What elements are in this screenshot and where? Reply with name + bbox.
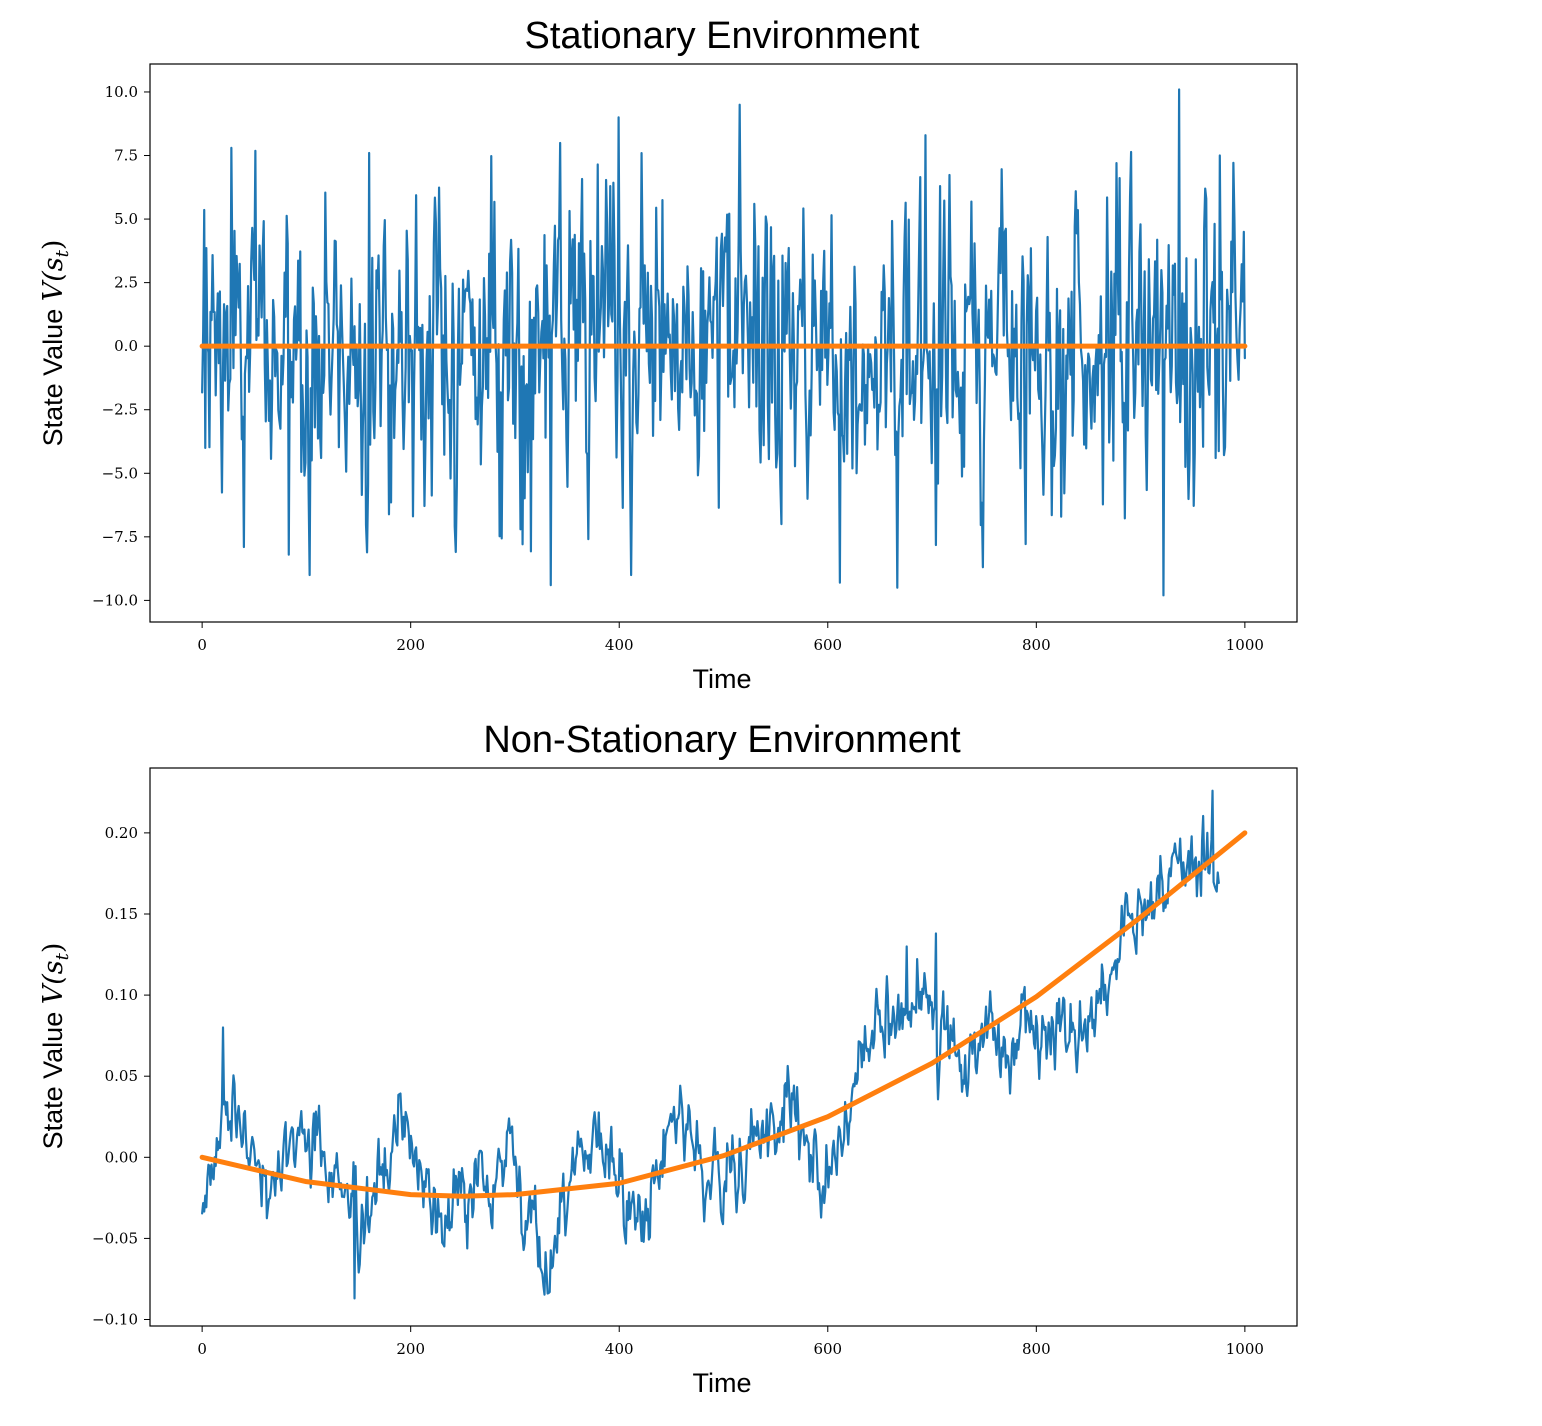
y-axis-label-text: State Value — [38, 1004, 68, 1149]
x-tick-label: 400 — [605, 1340, 634, 1358]
y-tick-label: −2.5 — [102, 401, 138, 419]
x-tick-label: 400 — [605, 636, 634, 654]
non-stationary-subplot: Non-Stationary Environment 0 200 400 600 800… — [38, 719, 1298, 1398]
plot-frame — [149, 63, 1298, 623]
y-tick-label: 10.0 — [105, 83, 138, 101]
y-tick-label: 0.20 — [105, 824, 138, 842]
observed-series-line — [201, 789, 1220, 1300]
y-axis-label-math: V(s — [38, 960, 69, 1004]
trend-line — [199, 830, 1248, 1199]
chart-title: Non-Stationary Environment — [483, 719, 961, 761]
y-axis-label: State Value V(st) — [38, 943, 73, 1150]
x-tick-label: 200 — [396, 1340, 425, 1358]
y-tick-label: −7.5 — [102, 528, 138, 546]
y-tick-label: 5.0 — [114, 210, 138, 228]
ticks-layer: 0 200 400 600 800 1000 −0.10 −0.05 0.00 0.05 0.10 0… — [92, 824, 1264, 1358]
y-tick-label: −0.10 — [92, 1311, 138, 1329]
x-axis-label: Time — [693, 664, 752, 694]
x-tick-label: 0 — [197, 1340, 207, 1358]
x-tick-label: 600 — [813, 636, 842, 654]
y-tick-label: −5.0 — [102, 464, 138, 482]
series-layer — [199, 789, 1248, 1300]
x-tick-label: 1000 — [1226, 1340, 1264, 1358]
chart-title: Stationary Environment — [525, 15, 920, 57]
x-tick-label: 600 — [813, 1340, 842, 1358]
y-axis-label-subscript: t — [52, 952, 73, 960]
y-axis-label-close: ) — [38, 943, 69, 954]
y-axis-label-math: V(s — [38, 257, 69, 301]
y-tick-label: 0.05 — [105, 1067, 138, 1085]
x-tick-label: 0 — [197, 636, 207, 654]
y-tick-label: 0.10 — [105, 986, 138, 1004]
x-tick-label: 1000 — [1226, 636, 1264, 654]
y-tick-label: −0.05 — [92, 1229, 138, 1247]
observed-series-line — [201, 88, 1246, 597]
y-tick-label: 2.5 — [114, 274, 138, 292]
y-axis-label-text: State Value — [38, 301, 68, 446]
x-tick-label: 800 — [1022, 636, 1051, 654]
x-tick-label: 200 — [396, 636, 425, 654]
ticks-layer: 0 200 400 600 800 1000 −10.0 −7.5 −5.0 −2.5 0.0 2.5… — [92, 83, 1264, 654]
plot-frame — [149, 767, 1298, 1327]
y-tick-label: 0.0 — [114, 337, 138, 355]
y-axis-label: State Value V(st) — [38, 240, 73, 447]
y-axis-label-close: ) — [38, 240, 69, 251]
y-axis-label-subscript: t — [52, 249, 73, 257]
series-layer — [199, 88, 1248, 597]
y-tick-label: 7.5 — [114, 147, 138, 165]
x-tick-label: 800 — [1022, 1340, 1051, 1358]
y-tick-label: 0.00 — [105, 1148, 138, 1166]
y-tick-label: −10.0 — [92, 591, 138, 609]
x-axis-label: Time — [693, 1368, 752, 1398]
stationary-subplot: Stationary Environment 0 200 400 600 800 1000… — [38, 15, 1298, 694]
y-tick-label: 0.15 — [105, 905, 138, 923]
